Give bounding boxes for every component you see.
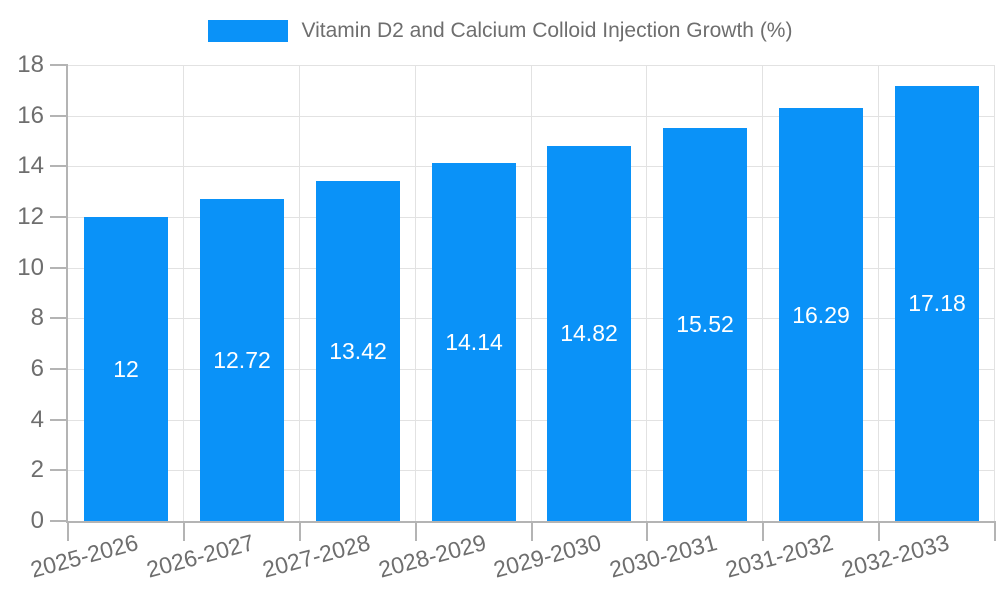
bar: 14.14 — [432, 162, 516, 521]
x-axis-tick — [183, 521, 185, 541]
y-axis-label: 16 — [17, 101, 44, 129]
gridline-v — [762, 65, 763, 521]
bar-value-label: 12 — [113, 356, 139, 382]
bar: 15.52 — [663, 127, 747, 521]
bar-value-label: 17.18 — [908, 290, 966, 317]
bar: 12 — [84, 217, 168, 521]
chart-title: Vitamin D2 and Calcium Colloid Injection… — [301, 19, 793, 42]
x-axis-line — [66, 521, 995, 523]
x-axis-tick — [67, 521, 69, 541]
chart-legend[interactable]: Vitamin D2 and Calcium Colloid Injection… — [0, 18, 1000, 44]
y-axis-label: 8 — [30, 304, 44, 332]
y-axis-label: 0 — [30, 507, 44, 534]
y-axis-tick — [50, 317, 68, 320]
gridline-v — [646, 65, 647, 521]
plot-area: 0 2 4 6 8 10 12 14 16 18 12 2025-2026 12.72 2026-2027… — [17, 52, 996, 583]
x-axis-label: 2030-2031 — [607, 529, 721, 583]
x-axis-tick — [762, 521, 764, 541]
y-axis-label: 18 — [17, 51, 44, 78]
x-axis-label: 2028-2029 — [375, 529, 489, 583]
x-axis-label: 2025-2026 — [27, 529, 141, 583]
gridline-v — [415, 65, 416, 521]
y-axis-tick — [50, 469, 68, 472]
x-axis-tick — [646, 521, 648, 541]
gridline-v — [994, 65, 995, 521]
bar-value-label: 14.82 — [560, 320, 618, 347]
y-axis-tick — [50, 216, 68, 218]
x-axis-label: 2029-2030 — [491, 529, 605, 583]
bar-value-label: 12.72 — [213, 346, 271, 373]
x-axis-tick — [994, 521, 996, 541]
y-axis-label: 2 — [30, 456, 44, 484]
y-axis-tick — [50, 520, 68, 522]
y-axis-label: 6 — [30, 355, 44, 382]
x-axis-label: 2032-2033 — [838, 529, 952, 583]
gridline-v — [183, 65, 184, 521]
bar-value-label: 15.52 — [676, 311, 734, 338]
x-axis-label: 2027-2028 — [259, 529, 373, 583]
x-axis-tick — [878, 521, 880, 541]
bar-value-label: 16.29 — [792, 301, 850, 328]
bar: 12.72 — [200, 198, 284, 521]
bar-value-label: 13.42 — [329, 338, 387, 364]
y-axis-label: 10 — [17, 253, 44, 281]
x-axis-tick — [299, 521, 301, 541]
y-axis-line — [66, 65, 68, 521]
y-axis-label: 4 — [30, 405, 44, 433]
bar: 16.29 — [779, 108, 863, 521]
x-axis-label: 2031-2032 — [722, 529, 836, 583]
y-axis-tick — [50, 368, 68, 370]
y-axis-label: 14 — [17, 152, 44, 180]
y-axis-label: 12 — [17, 203, 44, 230]
gridline-v — [531, 65, 532, 521]
y-axis-tick — [50, 114, 68, 117]
y-axis-tick — [50, 266, 68, 269]
legend-swatch — [207, 20, 288, 42]
bar-value-label: 14.14 — [445, 328, 503, 355]
x-axis-tick — [415, 521, 417, 541]
bar: 14.82 — [547, 145, 631, 521]
gridline-v — [878, 65, 879, 521]
x-axis-tick — [531, 521, 533, 541]
bar: 17.18 — [895, 85, 979, 521]
y-axis-tick — [50, 64, 68, 66]
x-axis-label: 2026-2027 — [143, 529, 257, 583]
gridline-v — [299, 65, 300, 521]
y-axis-tick — [50, 418, 68, 421]
bar: 13.42 — [316, 181, 400, 521]
y-axis-tick — [50, 165, 68, 168]
